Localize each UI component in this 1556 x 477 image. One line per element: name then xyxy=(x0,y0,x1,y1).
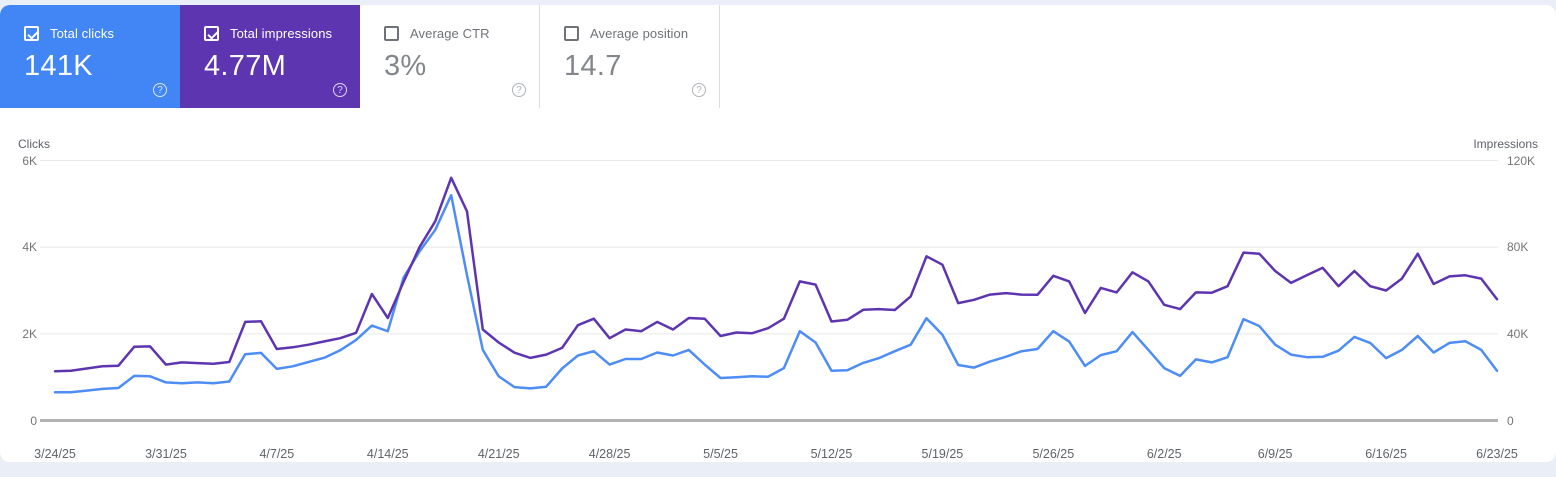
help-icon[interactable]: ? xyxy=(512,83,526,97)
card-total-clicks[interactable]: Total clicks 141K ? xyxy=(0,5,180,108)
average-ctr-value: 3% xyxy=(384,50,427,82)
average-position-checkbox[interactable] xyxy=(564,26,579,41)
x-axis-tick: 4/21/25 xyxy=(477,447,520,461)
help-icon[interactable]: ? xyxy=(692,83,706,97)
x-axis-tick: 4/28/25 xyxy=(588,447,631,461)
average-ctr-label: Average CTR xyxy=(410,26,490,41)
x-axis-tick: 3/24/25 xyxy=(34,447,76,461)
right-axis-tick: 40K xyxy=(1507,326,1529,341)
right-axis-tick: 120K xyxy=(1507,153,1536,168)
x-axis-tick: 5/26/25 xyxy=(1032,447,1075,461)
left-axis-tick: 6K xyxy=(22,153,37,168)
series-line-total-clicks xyxy=(53,193,1499,394)
x-axis-tick: 6/23/25 xyxy=(1476,447,1518,461)
total-clicks-value: 141K xyxy=(24,50,93,82)
average-position-label: Average position xyxy=(590,26,689,41)
right-axis-tick: 80K xyxy=(1507,240,1529,255)
x-axis-tick: 4/14/25 xyxy=(366,447,409,461)
average-position-value: 14.7 xyxy=(564,50,622,82)
x-axis-tick: 6/9/25 xyxy=(1257,447,1293,461)
x-axis-tick: 5/5/25 xyxy=(703,447,738,461)
total-impressions-label: Total impressions xyxy=(230,26,333,41)
help-icon[interactable]: ? xyxy=(333,83,347,97)
card-average-ctr[interactable]: Average CTR 3% ? xyxy=(360,5,540,108)
help-icon[interactable]: ? xyxy=(153,83,167,97)
right-axis-title: Impressions xyxy=(1473,137,1538,151)
total-clicks-label: Total clicks xyxy=(50,26,115,41)
right-axis-tick: 0 xyxy=(1507,413,1514,428)
left-axis-tick: 2K xyxy=(22,326,37,341)
x-axis-tick: 6/16/25 xyxy=(1365,447,1407,461)
x-axis-tick: 5/12/25 xyxy=(810,447,853,461)
card-total-impressions[interactable]: Total impressions 4.77M ? xyxy=(180,5,360,108)
left-axis-tick: 0 xyxy=(30,413,37,428)
total-clicks-checkbox[interactable] xyxy=(24,26,39,41)
x-axis-tick: 3/31/25 xyxy=(145,447,187,461)
total-impressions-value: 4.77M xyxy=(204,50,287,82)
card-average-position[interactable]: Average position 14.7 ? xyxy=(540,5,720,108)
metric-cards: Total clicks 141K ? Total impressions 4.… xyxy=(0,5,720,108)
x-axis-tick: 5/19/25 xyxy=(921,447,964,461)
total-impressions-checkbox[interactable] xyxy=(204,26,219,41)
x-axis-tick: 6/2/25 xyxy=(1146,447,1182,461)
left-axis-tick: 4K xyxy=(22,240,37,255)
left-axis-title: Clicks xyxy=(18,137,50,151)
x-axis-tick: 4/7/25 xyxy=(259,447,295,461)
series-line-total-impressions xyxy=(53,176,1499,373)
average-ctr-checkbox[interactable] xyxy=(384,26,399,41)
